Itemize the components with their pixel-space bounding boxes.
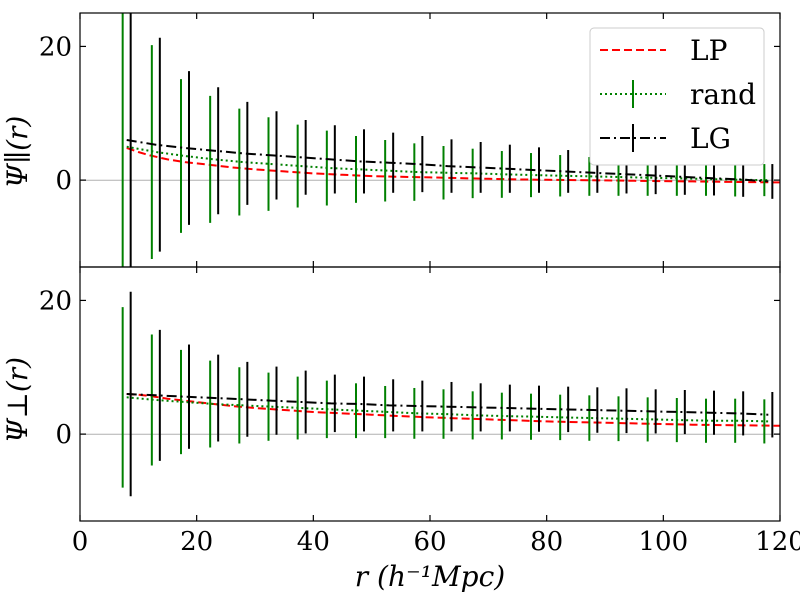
y-tick-label-parallel: 0 xyxy=(55,166,72,196)
line-lg-perpendicular xyxy=(126,393,769,416)
x-axis-label: r (h⁻¹Mpc) xyxy=(355,560,505,593)
x-tick-label: 80 xyxy=(530,527,563,557)
panel-perpendicular: 0 20 Ψ⊥(r) xyxy=(1,266,781,522)
x-tick-label: 100 xyxy=(639,527,689,557)
legend-label-lp: LP xyxy=(690,34,727,67)
y-tick-label-parallel: 20 xyxy=(39,32,72,62)
line-rand-parallel xyxy=(126,145,769,182)
legend-label-lg: LG xyxy=(690,122,731,155)
y-tick-label-perpendicular: 20 xyxy=(39,286,72,316)
legend-label-rand: rand xyxy=(690,78,756,111)
panel-parallel-data xyxy=(121,13,780,267)
line-rand-perpendicular xyxy=(126,396,769,423)
x-axis-ticks: 0 20 40 60 80 100 120 xyxy=(72,527,800,557)
line-lg-parallel xyxy=(126,139,769,183)
x-tick-label: 20 xyxy=(180,527,213,557)
ylabel-parallel: Ψ∥(r) xyxy=(1,116,34,189)
panel-perpendicular-ticks: 0 20 xyxy=(39,267,781,521)
panel-parallel: 0 20 Ψ∥(r) xyxy=(1,12,781,268)
x-tick-label: 60 xyxy=(413,527,446,557)
axes-frame-perpendicular xyxy=(79,266,781,522)
y-tick-label-perpendicular: 0 xyxy=(55,420,72,450)
panel-parallel-ticks: 0 20 xyxy=(39,13,781,267)
panel-perpendicular-data xyxy=(121,291,780,497)
x-tick-label: 40 xyxy=(297,527,330,557)
ylabel-perpendicular: Ψ⊥(r) xyxy=(1,357,34,443)
legend: LP rand LG xyxy=(589,27,765,166)
x-tick-label: 120 xyxy=(755,527,800,557)
x-tick-label: 0 xyxy=(72,527,89,557)
